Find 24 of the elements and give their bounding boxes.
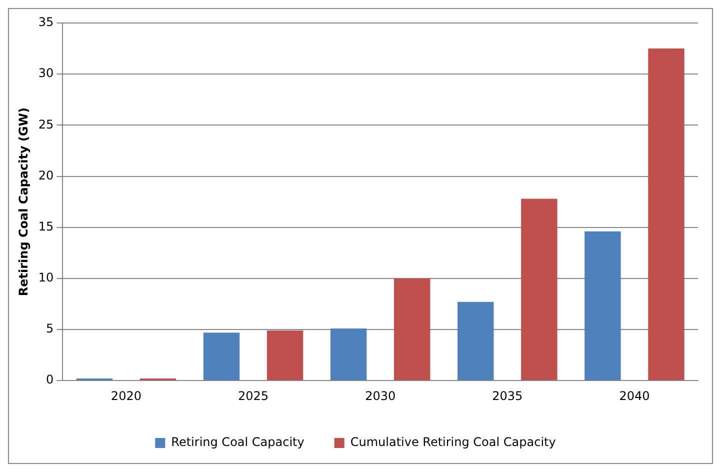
y-tick-label: 5 (46, 322, 54, 336)
y-tick-label: 15 (38, 219, 54, 234)
x-tick-label: 2030 (365, 388, 396, 403)
bar (203, 332, 240, 380)
x-tick-label: 2020 (110, 388, 142, 403)
x-tick-label: 2040 (619, 388, 650, 403)
y-axis-title: Retiring Coal Capacity (GW) (16, 107, 30, 296)
y-tick-label: 10 (38, 270, 54, 285)
bar (458, 302, 494, 380)
y-tick-label: 30 (38, 66, 54, 80)
legend-label: Retiring Coal Capacity (171, 435, 304, 450)
bar (521, 198, 558, 380)
x-tick-label: 2025 (238, 388, 269, 403)
bar (266, 330, 304, 380)
bar (330, 328, 367, 380)
y-tick-label: 20 (38, 168, 54, 182)
y-tick-label: 25 (38, 117, 54, 132)
x-tick-label: 2035 (492, 388, 523, 403)
bar (394, 278, 430, 380)
y-tick-label: 35 (38, 15, 54, 30)
bar (584, 231, 621, 380)
y-tick-label: 0 (46, 372, 54, 387)
bar (648, 48, 684, 380)
legend-label: Cumulative Retiring Coal Capacity (350, 435, 556, 450)
